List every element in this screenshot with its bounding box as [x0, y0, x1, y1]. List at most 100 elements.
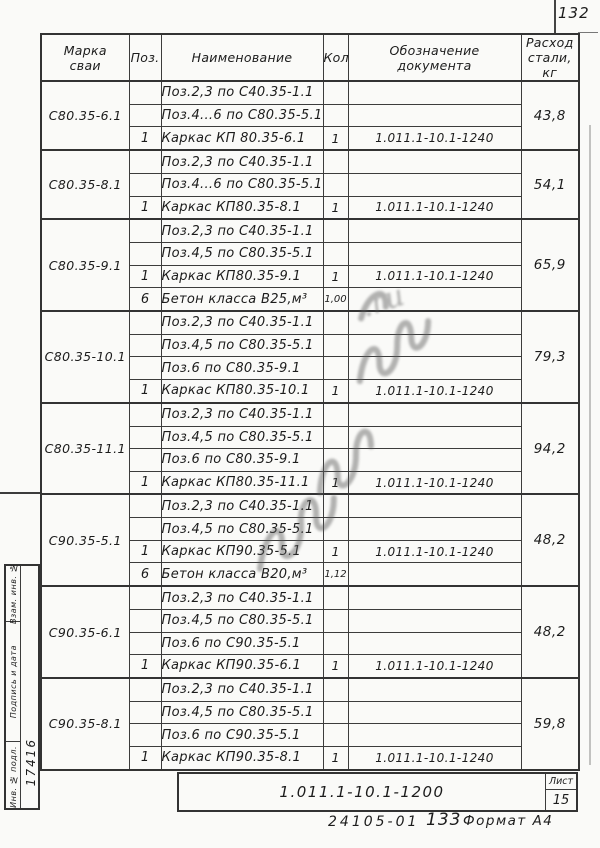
doc-cell: 1.011.1-10.1-1240: [347, 264, 522, 289]
doc-cell: [347, 517, 522, 541]
mark-cell: С80.35-6.1: [40, 79, 130, 151]
name-cell: Каркас КП90.35-8.1: [160, 745, 324, 771]
table-row: С80.35-10.1 Поз.2,3 по С40.35-1.1 79,3: [40, 309, 580, 404]
pos-cell: [128, 700, 162, 725]
table-row: 1 Каркас КП80.35-9.1 1 1.011.1-10.1-1240: [41, 264, 579, 289]
name-cell: Поз.2,3 по С40.35-1.1: [160, 149, 324, 174]
steel-cell: 59,8: [520, 676, 580, 771]
mark-cell: С80.35-9.1: [40, 218, 130, 312]
margin-label: Инв. № подл.: [8, 746, 18, 808]
qty-cell: [322, 242, 349, 266]
name-cell: Каркас КП80.35-8.1: [160, 195, 324, 220]
qty-cell: [322, 723, 349, 747]
steel-cell: 48,2: [520, 493, 580, 587]
mark-cell: С90.35-8.1: [40, 676, 130, 771]
doc-cell: [347, 172, 522, 197]
table-row: 1 Каркас КП90.35-6.1 1 1.011.1-10.1-1240: [41, 654, 579, 679]
name-cell: Бетон класса В25,м³: [160, 287, 324, 312]
mark-cell: С80.35-10.1: [40, 310, 130, 404]
pos-cell: [128, 608, 162, 633]
pos-cell: [128, 401, 162, 427]
table-row: Поз.4,5 по С80.35-5.1: [41, 700, 579, 725]
doc-cell: [347, 723, 522, 747]
table-row: С80.35-6.1 Поз.2,3 по С40.35-1.1 43,8: [40, 79, 580, 151]
pos-cell: [128, 242, 162, 266]
doc-cell: [347, 103, 522, 128]
qty-cell: [322, 218, 349, 244]
doc-cell: [347, 309, 522, 335]
name-cell: Поз.2,3 по С40.35-1.1: [160, 493, 324, 519]
name-cell: Поз.4,5 по С80.35-5.1: [160, 608, 324, 633]
name-cell: Поз.2,3 по С40.35-1.1: [160, 79, 324, 105]
table-row: 1 Каркас КП80.35-11.1 1 1.011.1-10.1-1240: [41, 470, 579, 495]
doc-cell: 1.011.1-10.1-1240: [347, 745, 522, 771]
pos-cell: [128, 172, 162, 197]
header-qty: Кол.: [322, 33, 349, 82]
footer-format-note: Формат А4: [463, 813, 554, 829]
name-cell: Каркас КП90.35-5.1: [160, 539, 324, 564]
qty-cell: 1: [322, 378, 349, 404]
table-row: Поз.6 по С90.35-5.1: [41, 631, 579, 656]
doc-cell: [347, 333, 522, 358]
pos-cell: 6: [128, 287, 162, 312]
steel-cell: 48,2: [520, 585, 580, 679]
qty-cell: [322, 608, 349, 633]
name-cell: Каркас КП80.35-11.1: [160, 470, 324, 495]
name-cell: Бетон класса В20,м³: [160, 562, 324, 587]
sheet-column: Лист 15: [545, 774, 576, 810]
name-cell: Поз.4,5 по С80.35-5.1: [160, 242, 324, 266]
pos-cell: 6: [128, 562, 162, 587]
table-row: С80.35-9.1 Поз.2,3 по С40.35-1.1 65,9: [40, 218, 580, 312]
name-cell: Поз.2,3 по С40.35-1.1: [160, 309, 324, 335]
doc-cell: [347, 401, 522, 427]
doc-cell: [347, 218, 522, 244]
pos-cell: [128, 79, 162, 105]
pos-cell: [128, 493, 162, 519]
header-row: Марка сваи Поз. Наименование Кол. Обозна…: [40, 33, 580, 82]
frame-line-extension: [578, 32, 598, 33]
header-steel: Расход стали, кг: [520, 33, 580, 82]
pos-cell: [128, 676, 162, 702]
pos-cell: [128, 333, 162, 358]
pos-cell: [128, 631, 162, 656]
qty-cell: 1,12: [322, 562, 349, 587]
name-cell: Поз.2,3 по С40.35-1.1: [160, 676, 324, 702]
footer-page-number: 133: [426, 810, 462, 830]
doc-designation: 1.011.1-10.1-1200: [279, 783, 445, 801]
qty-cell: [322, 172, 349, 197]
name-cell: Поз.2,3 по С40.35-1.1: [160, 401, 324, 427]
qty-cell: [322, 401, 349, 427]
doc-cell: 1.011.1-10.1-1240: [347, 654, 522, 679]
name-cell: Поз.6 по С90.35-5.1: [160, 723, 324, 747]
table-row: Поз.6 по С90.35-5.1: [41, 723, 579, 747]
table-row: 1 Каркас КП90.35-5.1 1 1.011.1-10.1-1240: [41, 539, 579, 564]
footer-order-number: 24105-01: [328, 814, 420, 830]
doc-cell: 1.011.1-10.1-1240: [347, 378, 522, 404]
header-mark: Марка сваи: [40, 33, 130, 82]
doc-cell: [347, 608, 522, 633]
table-row: Поз.6 по С80.35-9.1: [41, 356, 579, 380]
doc-cell: [347, 79, 522, 105]
steel-cell: 94,2: [520, 401, 580, 495]
pos-cell: 1: [128, 126, 162, 151]
mark-cell: С90.35-6.1: [40, 585, 130, 679]
table-row: 1 Каркас КП 80.35-6.1 1 1.011.1-10.1-1240: [41, 126, 579, 151]
qty-cell: [322, 700, 349, 725]
pos-cell: 1: [128, 378, 162, 404]
qty-cell: [322, 585, 349, 610]
margin-label: Подпись и дата: [8, 644, 18, 719]
table-row: 1 Каркас КП90.35-8.1 1 1.011.1-10.1-1240: [41, 745, 579, 771]
name-cell: Поз.6 по С80.35-9.1: [160, 356, 324, 380]
mark-cell: С90.35-5.1: [40, 493, 130, 587]
name-cell: Каркас КП90.35-6.1: [160, 654, 324, 679]
doc-cell: 1.011.1-10.1-1240: [347, 470, 522, 495]
name-cell: Поз.4,5 по С80.35-5.1: [160, 425, 324, 450]
qty-cell: [322, 493, 349, 519]
qty-cell: [322, 448, 349, 472]
doc-cell: [347, 149, 522, 174]
doc-cell: [347, 242, 522, 266]
doc-cell: [347, 287, 522, 312]
qty-cell: [322, 676, 349, 702]
table-row: С80.35-11.1 Поз.2,3 по С40.35-1.1 94,2: [40, 401, 580, 495]
name-cell: Поз.4,5 по С80.35-5.1: [160, 700, 324, 725]
